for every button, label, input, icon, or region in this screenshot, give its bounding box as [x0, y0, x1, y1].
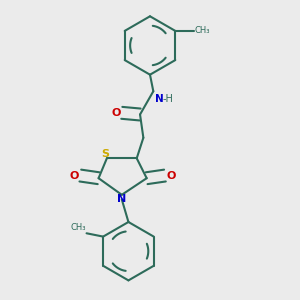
Text: N: N [117, 194, 126, 204]
Text: -H: -H [163, 94, 173, 104]
Text: CH₃: CH₃ [70, 223, 86, 232]
Text: CH₃: CH₃ [194, 26, 210, 35]
Text: N: N [155, 94, 164, 104]
Text: S: S [101, 149, 109, 159]
Text: O: O [70, 170, 79, 181]
Text: O: O [111, 108, 121, 118]
Text: O: O [166, 170, 176, 181]
